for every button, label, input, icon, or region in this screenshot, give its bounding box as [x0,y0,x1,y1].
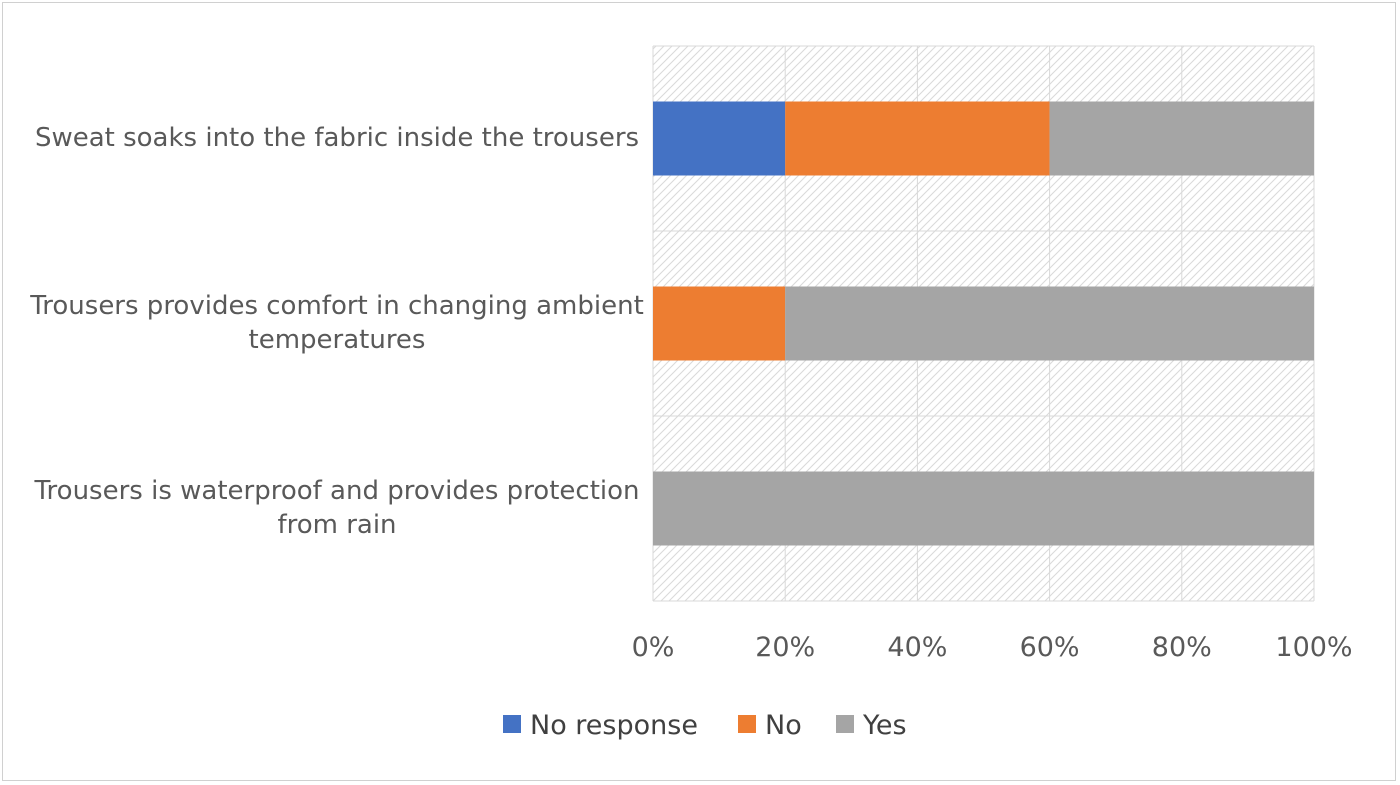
legend-label: Yes [862,710,907,741]
bar-segment-no [653,286,786,361]
bar-segment-yes [785,286,1314,361]
bars [653,101,1314,546]
category-label-line: Trousers is waterproof and provides prot… [33,476,639,506]
x-tick-label: 20% [755,632,815,663]
stacked-bar-chart: Sweat soaks into the fabric inside the t… [29,45,1353,741]
legend-swatch [738,715,756,733]
x-tick-label: 100% [1275,632,1352,663]
x-axis-ticks: 0% 20% 40% 60% 80% 100% [632,632,1353,663]
category-labels: Sweat soaks into the fabric inside the t… [29,123,644,540]
bar-segment-no [785,101,1050,176]
legend-label: No response [530,710,698,741]
legend-label: No [765,710,802,741]
bar-segment-yes [653,471,1314,546]
legend-swatch [503,715,521,733]
x-tick-label: 40% [887,632,947,663]
category-label-line: Trousers provides comfort in changing am… [29,291,644,321]
bar-segment-no-response [653,101,786,176]
category-label-line: temperatures [249,325,426,355]
x-tick-label: 60% [1020,632,1080,663]
legend-swatch [836,715,854,733]
category-label: Sweat soaks into the fabric inside the t… [35,123,639,153]
x-tick-label: 80% [1152,632,1212,663]
category-label: Trousers is waterproof and provides prot… [33,476,639,540]
category-label: Trousers provides comfort in changing am… [29,291,644,355]
category-label-line: from rain [277,510,396,540]
legend: No response No Yes [503,710,907,741]
category-label-line: Sweat soaks into the fabric inside the t… [35,123,639,153]
bar-segment-yes [1049,101,1314,176]
x-tick-label: 0% [632,632,675,663]
